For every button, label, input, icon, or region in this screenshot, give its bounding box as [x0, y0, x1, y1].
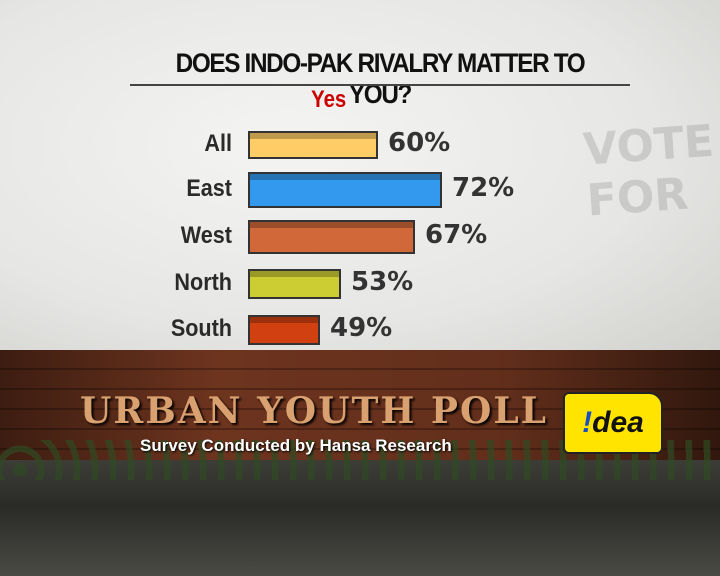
bar-all: [248, 131, 378, 159]
bar-west: [248, 220, 415, 254]
data-label-south: 49%: [330, 313, 393, 343]
category-label-north: North: [174, 269, 232, 296]
category-label-all: All: [204, 130, 232, 157]
poll-name: URBAN YOUTH POLL: [80, 390, 548, 432]
category-label-south: South: [170, 315, 232, 342]
chart-title: DOES INDO-PAK RIVALRY MATTER TO YOU?: [175, 48, 586, 109]
title-underline: [130, 84, 630, 86]
data-label-north: 53%: [351, 267, 414, 297]
idea-logo: ! dea: [563, 392, 663, 454]
data-label-east: 72%: [452, 173, 515, 203]
bar-south: [248, 315, 320, 345]
series-label: Yes: [311, 86, 347, 113]
data-label-west: 67%: [425, 220, 488, 250]
vote-for-watermark: VOTE FOR: [581, 115, 716, 227]
survey-credit: Survey Conducted by Hansa Research: [140, 436, 452, 455]
bar-north: [248, 269, 341, 299]
category-label-east: East: [186, 175, 232, 202]
bar-east: [248, 172, 442, 208]
data-label-all: 60%: [388, 128, 451, 158]
category-label-west: West: [180, 222, 232, 249]
